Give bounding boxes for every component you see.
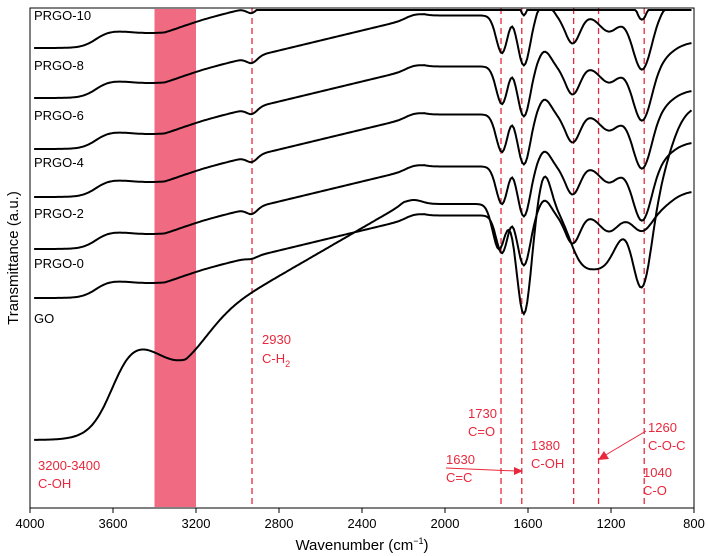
annotation-1380-group: C-OH	[531, 456, 564, 471]
annotation-1260-group: C-O-C	[648, 438, 686, 453]
annotation-1730-group: C=O	[468, 424, 495, 439]
annotation-1630-arrowhead	[514, 467, 523, 475]
spectrum-prgo-2	[34, 142, 692, 250]
annotation-1040: 1040 C-O	[643, 465, 672, 498]
x-tick-label-1600: 1600	[514, 516, 543, 531]
spectrum-prgo-0	[34, 191, 692, 299]
y-axis-title: Transmittance (a.u.)	[5, 191, 22, 325]
annotation-1630-value: 1630	[446, 452, 475, 467]
annotation-1260: 1260 C-O-C	[598, 420, 686, 460]
annotation-2930: 2930 C-H2	[262, 332, 291, 369]
annotation-1380: 1380 C-OH	[531, 438, 564, 471]
annotation-3200-3400-value: 3200-3400	[38, 458, 100, 473]
oh-region-highlight	[154, 9, 196, 507]
annotation-2930-group-text: C-H	[262, 351, 285, 366]
x-axis-title-text: Wavenumber (cm	[295, 537, 413, 554]
spectra-group	[34, 9, 693, 441]
annotation-2930-sub: 2	[285, 359, 290, 369]
annotation-3200-3400-group: C-OH	[38, 476, 71, 491]
spectrum-go	[34, 109, 693, 441]
x-tick-label-4000: 4000	[16, 516, 45, 531]
annotation-1260-value: 1260	[648, 420, 677, 435]
annotation-1040-group: C-O	[643, 483, 667, 498]
annotation-1260-arrow	[603, 430, 647, 457]
spectrum-prgo-6	[34, 42, 692, 150]
annotation-3200-3400: 3200-3400 C-OH	[38, 458, 100, 491]
annotation-1040-value: 1040	[643, 465, 672, 480]
x-tick-label-3600: 3600	[99, 516, 128, 531]
series-label-prgo-4: PRGO-4	[34, 155, 84, 170]
x-tick-label-3200: 3200	[182, 516, 211, 531]
series-label-prgo-2: PRGO-2	[34, 206, 84, 221]
series-label-prgo-10: PRGO-10	[34, 8, 91, 23]
x-tick-label-2400: 2400	[348, 516, 377, 531]
series-label-prgo-6: PRGO-6	[34, 108, 84, 123]
annotation-1630-group: C=C	[446, 470, 472, 485]
series-label-prgo-0: PRGO-0	[34, 256, 84, 271]
spectrum-prgo-8	[34, 9, 692, 99]
annotation-1380-value: 1380	[531, 438, 560, 453]
x-axis-title: Wavenumber (cm−1)	[295, 536, 428, 554]
x-axis-ticks: 4000 3600 3200 2800 2400 2000 1600 1200 800	[16, 508, 705, 531]
x-tick-label-800: 800	[683, 516, 705, 531]
annotation-2930-value: 2930	[262, 332, 291, 347]
x-tick-label-2800: 2800	[265, 516, 294, 531]
series-label-go: GO	[34, 311, 54, 326]
annotation-2930-group: C-H2	[262, 351, 290, 369]
annotation-1730-value: 1730	[468, 406, 497, 421]
x-axis-title-sup: −1	[413, 536, 423, 546]
annotation-1630-arrow	[445, 467, 517, 472]
series-label-prgo-8: PRGO-8	[34, 58, 84, 73]
annotation-1730: 1730 C=O	[468, 406, 497, 439]
x-tick-label-1200: 1200	[597, 516, 626, 531]
x-axis-title-end: )	[424, 537, 429, 554]
x-tick-label-2000: 2000	[431, 516, 460, 531]
annotation-1630: 1630 C=C	[445, 452, 523, 485]
annotation-1260-arrowhead	[598, 451, 609, 460]
spectrum-prgo-10	[34, 9, 692, 49]
spectrum-prgo-4	[34, 90, 692, 198]
